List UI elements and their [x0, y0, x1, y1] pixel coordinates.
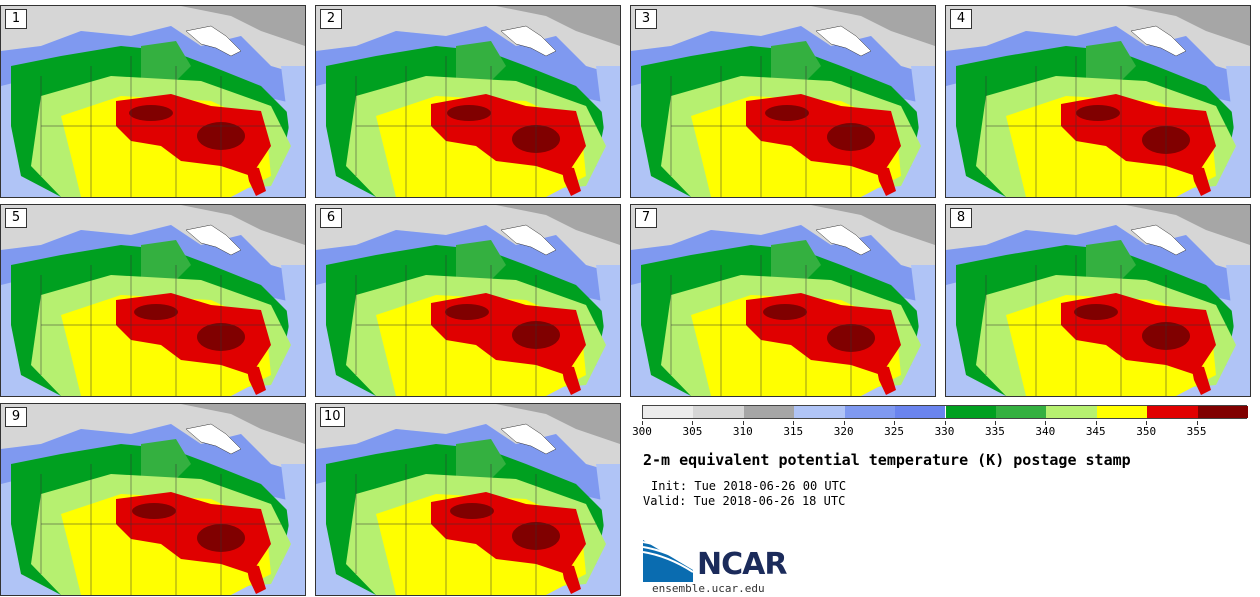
colorbar-tick-mark	[692, 421, 694, 425]
colorbar-tick-mark	[742, 421, 744, 425]
colorbar-tick-label: 345	[1085, 425, 1106, 438]
postage-stamp-10: 10	[315, 403, 621, 596]
ncar-logo-icon	[643, 540, 694, 582]
member-number: 1	[5, 9, 27, 29]
postage-stamp-7: 7	[630, 204, 936, 397]
stamp-map	[946, 6, 1250, 197]
stamp-map	[1, 205, 305, 396]
colorbar-tick-label: 350	[1136, 425, 1157, 438]
stamp-map	[946, 205, 1250, 396]
valid-time: Valid: Tue 2018-06-26 18 UTC	[643, 494, 846, 508]
site-url: ensemble.ucar.edu	[652, 582, 765, 595]
member-number: 8	[950, 208, 972, 228]
init-time: Init: Tue 2018-06-26 00 UTC	[651, 479, 847, 493]
colorbar-tick-mark	[1196, 421, 1198, 425]
colorbar-tick-mark	[1146, 421, 1148, 425]
colorbar-tick-label: 330	[934, 425, 955, 438]
colorbar-tick-mark	[642, 421, 643, 425]
member-number: 3	[635, 9, 657, 29]
postage-stamp-2: 2	[315, 5, 621, 198]
colorbar-tick-label: 340	[1035, 425, 1056, 438]
ncar-logo-text: NCAR	[697, 547, 787, 582]
stamp-map	[316, 404, 620, 595]
stamp-map	[631, 205, 935, 396]
colorbar-segment	[1147, 406, 1198, 418]
stamp-map	[631, 6, 935, 197]
colorbar-segment	[895, 406, 946, 418]
postage-stamp-6: 6	[315, 204, 621, 397]
stamp-map	[1, 404, 305, 595]
colorbar-tick-label: 310	[732, 425, 753, 438]
colorbar-tick-label: 335	[984, 425, 1005, 438]
colorbar-tick-label: 320	[833, 425, 854, 438]
postage-stamp-9: 9	[0, 403, 306, 596]
member-number: 5	[5, 208, 27, 228]
colorbar-segment	[693, 406, 744, 418]
colorbar-segment	[794, 406, 845, 418]
member-number: 6	[320, 208, 342, 228]
colorbar-segment	[1096, 406, 1148, 418]
colorbar-segment	[945, 406, 996, 418]
colorbar-tick-label: 300	[632, 425, 652, 438]
member-number: 2	[320, 9, 342, 29]
postage-stamp-1: 1	[0, 5, 306, 198]
chart-title: 2-m equivalent potential temperature (K)…	[643, 451, 1131, 469]
colorbar-tick-label: 325	[884, 425, 905, 438]
colorbar-segment	[1046, 406, 1097, 418]
colorbar-tick-label: 305	[682, 425, 703, 438]
postage-stamp-3: 3	[630, 5, 936, 198]
stamp-map	[1, 6, 305, 197]
stamp-map	[316, 6, 620, 197]
colorbar-tick-mark	[1045, 421, 1047, 425]
colorbar-segment	[995, 406, 1047, 418]
colorbar-segment	[844, 406, 896, 418]
postage-stamp-4: 4	[945, 5, 1251, 198]
colorbar	[642, 405, 1248, 419]
colorbar-tick-mark	[894, 421, 896, 425]
colorbar-segment	[743, 406, 795, 418]
colorbar-tick-mark	[843, 421, 845, 425]
colorbar-tick-mark	[944, 421, 946, 425]
member-number: 4	[950, 9, 972, 29]
colorbar-ticks: 300 305 310 315 320 325 330 335 340 345 350 355	[632, 421, 1260, 439]
colorbar-segment	[643, 406, 694, 418]
colorbar-tick-label: 355	[1186, 425, 1207, 438]
stamp-map	[316, 205, 620, 396]
colorbar-tick-mark	[793, 421, 795, 425]
member-number: 10	[320, 407, 345, 427]
postage-stamp-8: 8	[945, 204, 1251, 397]
member-number: 7	[635, 208, 657, 228]
colorbar-tick-mark	[994, 421, 996, 425]
colorbar-tick-label: 315	[783, 425, 804, 438]
colorbar-segment	[1197, 406, 1248, 418]
colorbar-tick-mark	[1095, 421, 1097, 425]
member-number: 9	[5, 407, 27, 427]
postage-stamp-5: 5	[0, 204, 306, 397]
